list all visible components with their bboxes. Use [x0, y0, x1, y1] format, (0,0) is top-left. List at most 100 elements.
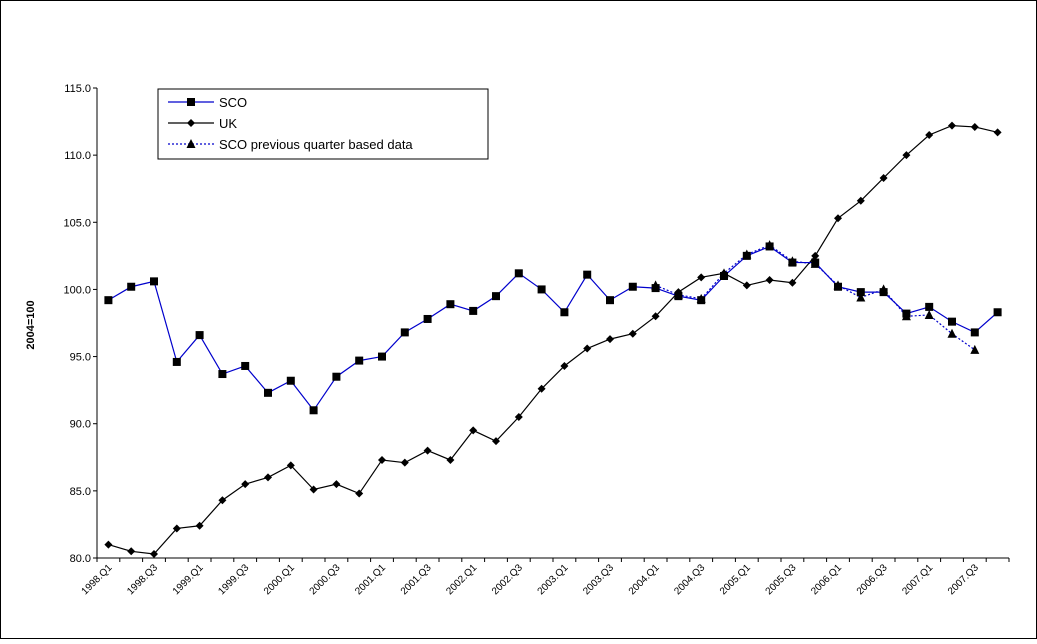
- marker-square: [788, 258, 797, 267]
- marker-square: [856, 288, 865, 297]
- marker-diamond: [742, 281, 751, 290]
- marker-square: [742, 251, 751, 260]
- marker-diamond: [355, 489, 364, 498]
- marker-square: [355, 356, 364, 365]
- marker-square: [309, 406, 318, 415]
- marker-triangle: [970, 344, 980, 354]
- marker-square: [492, 292, 500, 301]
- y-axis-title: 2004=100: [25, 300, 37, 349]
- marker-diamond: [628, 329, 637, 338]
- marker-diamond: [765, 276, 774, 285]
- marker-square: [765, 242, 774, 251]
- y-tick-label: 80.0: [70, 553, 91, 565]
- marker-square: [104, 296, 113, 305]
- marker-square: [378, 352, 386, 361]
- marker-square: [674, 292, 683, 301]
- legend-label: UK: [219, 116, 237, 131]
- marker-square: [286, 376, 295, 385]
- marker-square: [948, 317, 956, 326]
- marker-triangle: [947, 328, 957, 338]
- marker-square: [925, 302, 934, 311]
- marker-diamond: [469, 426, 478, 435]
- series-layer: [104, 121, 1002, 558]
- marker-square: [583, 270, 592, 279]
- marker-diamond: [788, 278, 797, 287]
- marker-diamond: [127, 547, 136, 556]
- marker-square: [172, 357, 181, 366]
- y-tick-label: 105.0: [63, 217, 91, 229]
- marker-diamond: [400, 458, 409, 467]
- marker-square: [834, 282, 842, 291]
- marker-diamond: [993, 128, 1002, 137]
- marker-square: [902, 309, 911, 318]
- marker-square: [400, 328, 409, 337]
- marker-diamond: [514, 413, 523, 421]
- marker-diamond: [286, 461, 295, 470]
- marker-diamond: [948, 121, 956, 130]
- marker-square: [811, 258, 820, 267]
- marker-diamond: [241, 480, 250, 489]
- marker-diamond: [970, 122, 979, 131]
- marker-square: [970, 328, 979, 337]
- legend-label: SCO previous quarter based data: [219, 137, 413, 152]
- marker-diamond: [195, 521, 204, 530]
- marker-diamond: [172, 524, 181, 533]
- marker-triangle: [924, 309, 934, 319]
- marker-diamond: [104, 540, 113, 549]
- marker-diamond: [834, 214, 842, 223]
- marker-square: [628, 282, 637, 291]
- marker-diamond: [423, 446, 432, 455]
- marker-diamond: [264, 473, 272, 482]
- marker-square: [651, 284, 660, 293]
- legend-label: SCO: [219, 95, 247, 110]
- marker-square: [195, 331, 204, 340]
- marker-diamond: [309, 485, 318, 494]
- y-tick-label: 110.0: [64, 150, 91, 162]
- marker-square: [993, 308, 1002, 317]
- y-tick-label: 115.0: [64, 83, 91, 95]
- marker-square: [241, 361, 250, 370]
- marker-diamond: [606, 335, 614, 344]
- marker-square: [446, 300, 455, 309]
- marker-square: [697, 296, 706, 305]
- marker-diamond: [218, 496, 227, 505]
- marker-diamond: [446, 455, 455, 464]
- marker-diamond: [332, 480, 341, 489]
- marker-square: [332, 372, 341, 381]
- marker-square: [879, 288, 888, 297]
- marker-diamond: [492, 437, 500, 446]
- legend: SCO UK SCO previous quarter based data: [157, 88, 489, 160]
- marker-diamond: [879, 173, 888, 182]
- marker-square: [150, 277, 158, 286]
- marker-diamond: [811, 251, 820, 260]
- series-line: [108, 124, 998, 555]
- marker-diamond: [560, 361, 569, 370]
- marker-square: [514, 269, 523, 278]
- marker-triangle: [186, 139, 196, 148]
- series-line: [108, 245, 998, 412]
- marker-square: [537, 285, 546, 294]
- marker-diamond: [925, 131, 934, 139]
- marker-diamond: [651, 312, 660, 321]
- y-tick-label: 95.0: [70, 352, 91, 364]
- marker-diamond: [150, 549, 158, 558]
- marker-square: [264, 388, 272, 397]
- marker-square: [423, 314, 432, 323]
- marker-triangle: [856, 292, 866, 302]
- marker-diamond: [187, 119, 195, 127]
- marker-diamond: [697, 273, 706, 282]
- series-sco: [104, 242, 1002, 415]
- marker-square: [187, 98, 195, 106]
- marker-diamond: [583, 344, 592, 353]
- marker-diamond: [378, 455, 386, 464]
- legend-box: [157, 88, 489, 160]
- marker-square: [469, 306, 478, 315]
- marker-square: [218, 370, 227, 379]
- series-uk: [104, 121, 1002, 558]
- marker-square: [720, 272, 728, 280]
- y-tick-label: 90.0: [70, 419, 91, 431]
- marker-diamond: [856, 196, 865, 205]
